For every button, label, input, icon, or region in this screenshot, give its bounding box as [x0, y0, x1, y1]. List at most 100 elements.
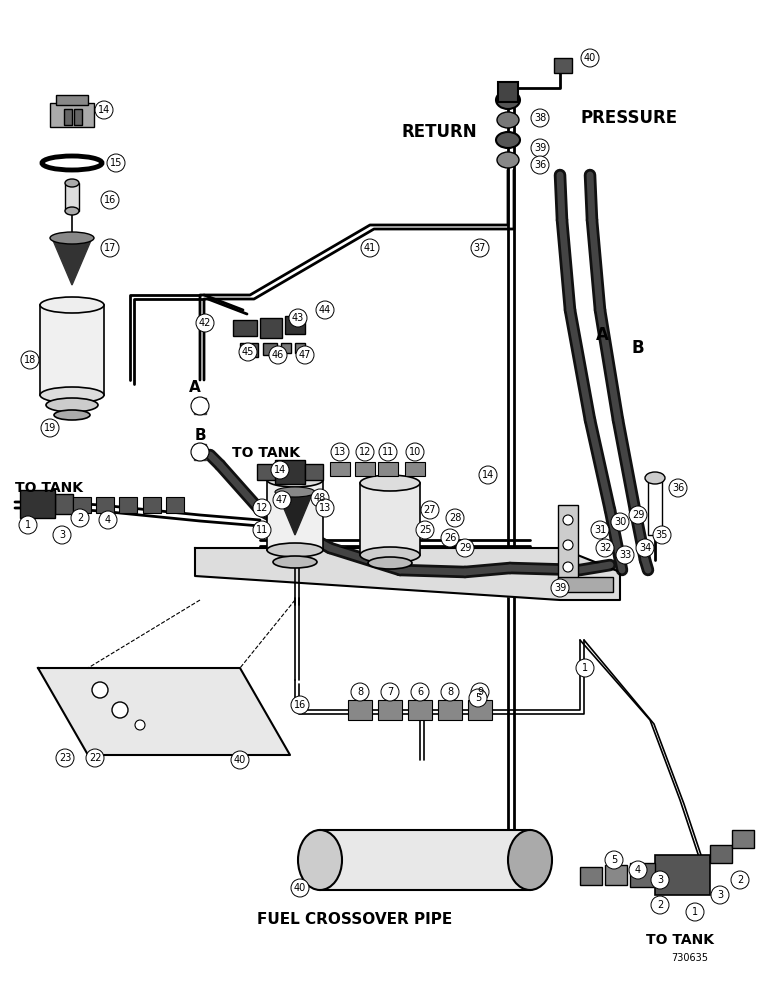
Text: 12: 12 [359, 447, 371, 457]
Text: 1: 1 [25, 520, 31, 530]
Text: 29: 29 [631, 510, 644, 520]
Text: 13: 13 [319, 503, 331, 513]
Bar [648, 480, 662, 535]
Circle shape [411, 683, 429, 701]
Circle shape [479, 466, 497, 484]
Circle shape [381, 683, 399, 701]
Polygon shape [195, 548, 620, 600]
Circle shape [605, 851, 623, 869]
Circle shape [636, 539, 654, 557]
Ellipse shape [360, 475, 420, 491]
Text: 12: 12 [256, 503, 268, 513]
Bar [348, 700, 372, 720]
Text: 39: 39 [554, 583, 566, 593]
Circle shape [581, 49, 599, 67]
Text: 11: 11 [382, 447, 394, 457]
Text: 18: 18 [24, 355, 36, 365]
Text: A: A [189, 380, 201, 395]
Bar [73, 497, 91, 513]
Circle shape [441, 683, 459, 701]
Text: 8: 8 [357, 687, 363, 697]
Ellipse shape [40, 387, 104, 403]
Circle shape [686, 903, 704, 921]
Circle shape [331, 443, 349, 461]
Circle shape [361, 239, 379, 257]
Circle shape [316, 499, 334, 517]
Text: 47: 47 [299, 350, 311, 360]
Text: 32: 32 [599, 543, 611, 553]
Circle shape [269, 346, 287, 364]
Circle shape [651, 871, 669, 889]
Bar [281, 343, 291, 353]
Bar [355, 462, 375, 476]
Text: 4: 4 [105, 515, 111, 525]
Text: 33: 33 [619, 550, 631, 560]
Circle shape [471, 239, 489, 257]
Circle shape [289, 309, 307, 327]
Bar [50, 103, 94, 127]
Text: 13: 13 [334, 447, 346, 457]
Text: TO TANK: TO TANK [15, 481, 83, 495]
Text: 25: 25 [418, 525, 432, 535]
Circle shape [551, 579, 569, 597]
Bar [330, 462, 350, 476]
Ellipse shape [508, 830, 552, 890]
Circle shape [311, 489, 329, 507]
Text: 48: 48 [314, 493, 326, 503]
Text: 31: 31 [594, 525, 606, 535]
Text: 30: 30 [614, 517, 626, 527]
Circle shape [92, 682, 108, 698]
Circle shape [101, 239, 119, 257]
Text: 43: 43 [292, 313, 304, 323]
Text: 39: 39 [534, 143, 546, 153]
Polygon shape [194, 398, 206, 414]
Bar [378, 700, 402, 720]
Bar [438, 700, 462, 720]
Text: 28: 28 [449, 513, 461, 523]
Bar [119, 497, 137, 513]
Circle shape [711, 886, 729, 904]
Circle shape [107, 154, 125, 172]
Polygon shape [194, 444, 206, 460]
Circle shape [296, 346, 314, 364]
Text: 1: 1 [692, 907, 698, 917]
Bar [166, 497, 184, 513]
Circle shape [191, 443, 209, 461]
Bar [710, 845, 732, 863]
Circle shape [21, 351, 39, 369]
Text: 5: 5 [475, 693, 481, 703]
Text: 45: 45 [242, 347, 254, 357]
Text: 8: 8 [447, 687, 453, 697]
Bar [580, 867, 602, 885]
Bar [267, 480, 323, 550]
Text: 44: 44 [319, 305, 331, 315]
Bar [405, 462, 425, 476]
Bar [305, 464, 323, 480]
Ellipse shape [65, 179, 79, 187]
Circle shape [611, 513, 629, 531]
Text: 40: 40 [234, 755, 246, 765]
Text: 17: 17 [103, 243, 117, 253]
Bar [65, 183, 79, 211]
Bar [378, 462, 398, 476]
Text: FUEL CROSSOVER PIPE: FUEL CROSSOVER PIPE [257, 912, 452, 928]
Circle shape [191, 397, 209, 415]
Circle shape [196, 314, 214, 332]
Circle shape [86, 749, 104, 767]
Text: 16: 16 [104, 195, 116, 205]
Circle shape [563, 515, 573, 525]
Circle shape [456, 539, 474, 557]
Polygon shape [277, 492, 313, 535]
Circle shape [471, 683, 489, 701]
Bar [605, 865, 627, 885]
Text: 19: 19 [44, 423, 56, 433]
Ellipse shape [360, 547, 420, 563]
Text: 40: 40 [294, 883, 306, 893]
Text: 730635: 730635 [672, 953, 709, 963]
Bar [74, 109, 82, 125]
Text: 36: 36 [534, 160, 546, 170]
Text: 16: 16 [294, 700, 306, 710]
Circle shape [421, 501, 439, 519]
Circle shape [53, 526, 71, 544]
Text: A: A [595, 326, 608, 344]
